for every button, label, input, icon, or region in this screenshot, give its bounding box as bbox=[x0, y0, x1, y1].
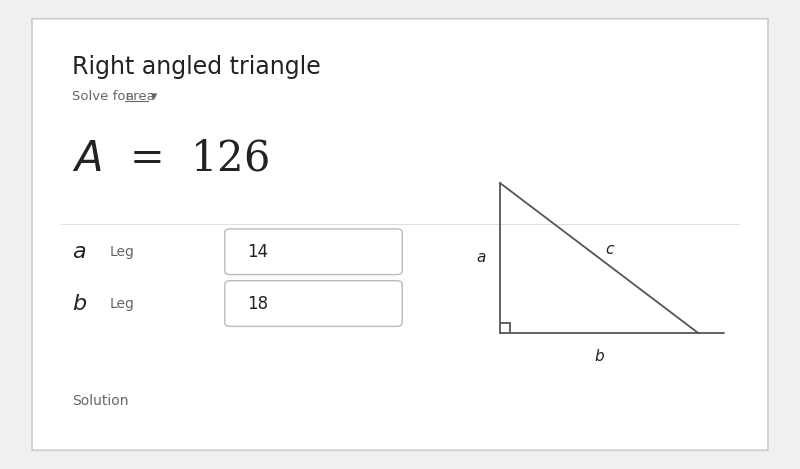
FancyBboxPatch shape bbox=[225, 229, 402, 275]
Text: ▾: ▾ bbox=[151, 90, 158, 103]
Text: Right angled triangle: Right angled triangle bbox=[73, 55, 322, 79]
Text: $\it{A}$  =  126: $\it{A}$ = 126 bbox=[73, 137, 270, 180]
FancyBboxPatch shape bbox=[32, 19, 768, 450]
Text: Leg: Leg bbox=[110, 296, 134, 310]
FancyBboxPatch shape bbox=[225, 280, 402, 326]
Text: Solution: Solution bbox=[73, 393, 129, 408]
Text: 14: 14 bbox=[247, 243, 268, 261]
Text: 18: 18 bbox=[247, 295, 268, 312]
Text: Leg: Leg bbox=[110, 245, 134, 259]
Text: $\it{b}$: $\it{b}$ bbox=[73, 293, 87, 315]
Text: $\it{a}$: $\it{a}$ bbox=[73, 241, 86, 263]
Text: area: area bbox=[126, 90, 155, 103]
Text: $\it{b}$: $\it{b}$ bbox=[594, 348, 605, 363]
Text: $\it{c}$: $\it{c}$ bbox=[606, 243, 615, 257]
Text: Solve for: Solve for bbox=[73, 90, 136, 103]
Text: $\it{a}$: $\it{a}$ bbox=[476, 251, 486, 265]
